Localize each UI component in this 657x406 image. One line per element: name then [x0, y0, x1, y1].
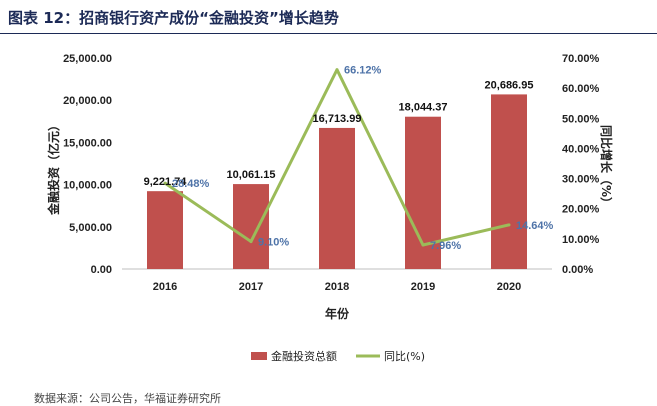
bar: [147, 191, 183, 269]
x-tick-label: 2020: [497, 281, 521, 293]
line-point: [249, 240, 253, 244]
x-tick-label: 2017: [239, 281, 263, 293]
line-point: [335, 68, 339, 72]
y-right-tick-label: 30.00%: [562, 174, 600, 186]
y-right-tick-label: 20.00%: [562, 204, 600, 216]
line-point: [507, 223, 511, 227]
y-right-tick-label: 0.00%: [562, 264, 593, 276]
y-left-tick-label: 5,000.00: [69, 222, 112, 234]
y-right-tick-label: 40.00%: [562, 143, 600, 155]
labels-layer: 9,221.74 10,061.15 16,713.99 18,044.37 20,68…: [144, 65, 554, 252]
legend-swatch-bar: [251, 352, 267, 360]
line-value-label: 14.64%: [516, 220, 554, 232]
line-layer: [163, 68, 511, 247]
y-left-tick-label: 15,000.00: [63, 137, 112, 149]
bar-value-label: 20,686.95: [485, 79, 534, 91]
y-left-tick-label: 10,000.00: [63, 180, 112, 192]
x-tick-label: 2016: [153, 281, 177, 293]
axes-layer: 0.00 5,000.00 10,000.00 15,000.00 20,000.00 2…: [63, 53, 599, 293]
y-left-tick-label: 0.00: [91, 264, 112, 276]
title-divider: [0, 33, 657, 34]
bar-value-label: 10,061.15: [227, 169, 276, 181]
y-right-tick-label: 10.00%: [562, 234, 600, 246]
line-value-label: 66.12%: [344, 65, 382, 77]
line-value-label: 28.48%: [172, 178, 210, 190]
bar: [491, 94, 527, 269]
y-right-tick-label: 60.00%: [562, 83, 600, 95]
source-note: 数据来源：公司公告，华福证券研究所: [34, 392, 221, 405]
bar-value-label: 18,044.37: [399, 102, 448, 114]
line-point: [421, 243, 425, 247]
y-right-tick-label: 50.00%: [562, 113, 600, 125]
bar-value-label: 16,713.99: [313, 113, 362, 125]
y-left-tick-label: 20,000.00: [63, 95, 112, 107]
y-left-tick-label: 25,000.00: [63, 53, 112, 65]
figure-title: 图表 12：招商银行资产成份“金融投资”增长趋势: [8, 9, 339, 27]
legend-label-bar: 金融投资总额: [271, 349, 337, 363]
legend-label-line: 同比(%): [384, 350, 425, 363]
line-value-label: 7.96%: [430, 240, 461, 252]
y-axis-left-title: 金融投资（亿元）: [46, 119, 61, 216]
line-point: [163, 181, 167, 185]
bars-layer: [147, 94, 527, 269]
legend: 金融投资总额 同比(%): [251, 349, 425, 363]
y-right-tick-label: 70.00%: [562, 53, 600, 65]
bar-value-label: 9,221.74: [144, 176, 188, 188]
x-tick-label: 2018: [325, 281, 349, 293]
bar: [319, 127, 355, 269]
x-axis-title: 年份: [325, 306, 350, 321]
line-value-label: 9.10%: [258, 237, 289, 249]
x-tick-label: 2019: [411, 281, 435, 293]
y-axis-right-title: 同比增长（%）: [599, 125, 614, 209]
bar: [233, 184, 269, 269]
